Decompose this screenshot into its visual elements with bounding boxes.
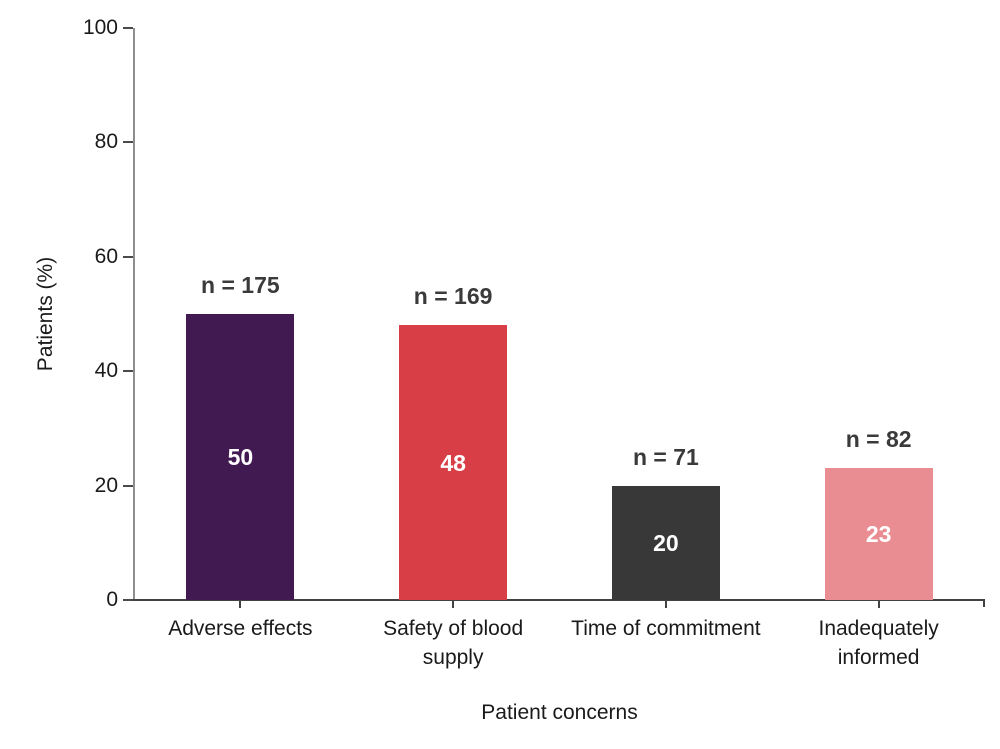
bar-value-label: 23 <box>865 521 892 548</box>
y-axis-tick-label: 60 <box>94 244 118 268</box>
x-axis-category-label: Adverse effects <box>168 617 313 640</box>
bar-value-label: 48 <box>440 449 466 476</box>
bar-value-label: 50 <box>227 444 254 470</box>
y-axis-tick-label: 40 <box>94 359 118 383</box>
x-axis-category-label: Safety of blood supply <box>383 617 524 669</box>
y-axis-tick <box>123 599 133 601</box>
y-axis-tick <box>123 27 133 29</box>
x-axis-tick <box>239 601 242 608</box>
y-axis-tick-label: 0 <box>106 588 118 611</box>
y-axis-line <box>133 28 135 601</box>
x-axis-tick <box>877 601 880 608</box>
y-axis-tick <box>123 141 133 144</box>
count-label: n = 175 <box>201 272 280 298</box>
y-axis-tick <box>123 484 133 487</box>
bar <box>186 314 295 600</box>
x-axis-category-label: Inadequately informed <box>818 617 939 669</box>
y-axis-tick <box>123 255 133 258</box>
y-axis-tick-label: 20 <box>94 473 118 497</box>
y-axis-tick-label: 80 <box>94 130 118 154</box>
x-axis-line <box>129 599 985 601</box>
x-axis-end-tick <box>983 600 985 607</box>
x-axis-tick <box>664 601 667 608</box>
y-axis-tick-label: 100 <box>82 16 118 39</box>
bar <box>399 325 508 600</box>
x-axis-category-label: Time of commitment <box>571 617 761 640</box>
bar <box>611 485 720 600</box>
count-label: n = 71 <box>632 443 699 470</box>
y-axis-tick <box>123 370 133 373</box>
bar <box>824 468 933 600</box>
x-axis-tick <box>452 601 455 608</box>
count-label: n = 82 <box>845 426 912 453</box>
x-axis-title: Patient concerns <box>481 701 638 724</box>
count-label: n = 169 <box>413 283 493 310</box>
y-axis-title: Patients (%) <box>34 256 57 372</box>
bar-value-label: 20 <box>653 529 679 556</box>
